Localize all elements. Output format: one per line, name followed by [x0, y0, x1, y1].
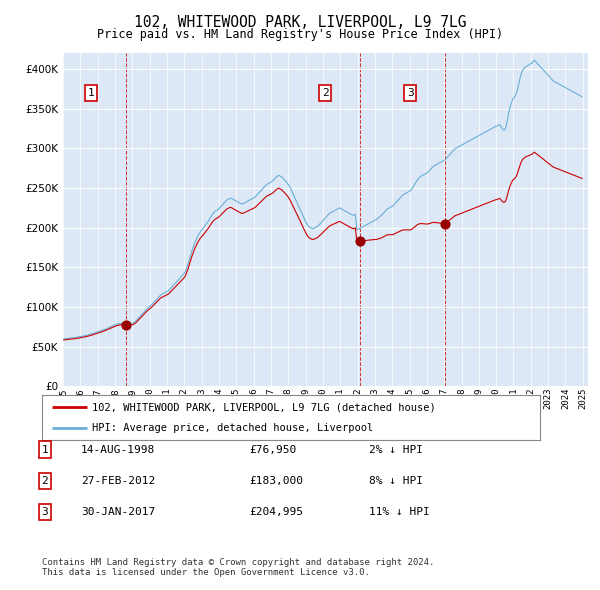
Text: 30-JAN-2017: 30-JAN-2017 — [81, 507, 155, 517]
Point — [440, 219, 450, 228]
Text: 2: 2 — [322, 88, 328, 98]
Text: 3: 3 — [407, 88, 413, 98]
Text: 1: 1 — [41, 445, 49, 454]
Text: Contains HM Land Registry data © Crown copyright and database right 2024.
This d: Contains HM Land Registry data © Crown c… — [42, 558, 434, 577]
Text: 102, WHITEWOOD PARK, LIVERPOOL, L9 7LG: 102, WHITEWOOD PARK, LIVERPOOL, L9 7LG — [134, 15, 466, 30]
Text: £76,950: £76,950 — [249, 445, 296, 454]
Text: Price paid vs. HM Land Registry's House Price Index (HPI): Price paid vs. HM Land Registry's House … — [97, 28, 503, 41]
Text: 8% ↓ HPI: 8% ↓ HPI — [369, 476, 423, 486]
Text: £204,995: £204,995 — [249, 507, 303, 517]
Point — [121, 320, 131, 330]
Text: 27-FEB-2012: 27-FEB-2012 — [81, 476, 155, 486]
Text: HPI: Average price, detached house, Liverpool: HPI: Average price, detached house, Live… — [92, 424, 373, 434]
Text: 11% ↓ HPI: 11% ↓ HPI — [369, 507, 430, 517]
Text: 2% ↓ HPI: 2% ↓ HPI — [369, 445, 423, 454]
Text: 1: 1 — [88, 88, 95, 98]
Text: 102, WHITEWOOD PARK, LIVERPOOL, L9 7LG (detached house): 102, WHITEWOOD PARK, LIVERPOOL, L9 7LG (… — [92, 402, 436, 412]
Text: £183,000: £183,000 — [249, 476, 303, 486]
Text: 2: 2 — [41, 476, 49, 486]
Text: 3: 3 — [41, 507, 49, 517]
Point — [355, 237, 365, 246]
Text: 14-AUG-1998: 14-AUG-1998 — [81, 445, 155, 454]
